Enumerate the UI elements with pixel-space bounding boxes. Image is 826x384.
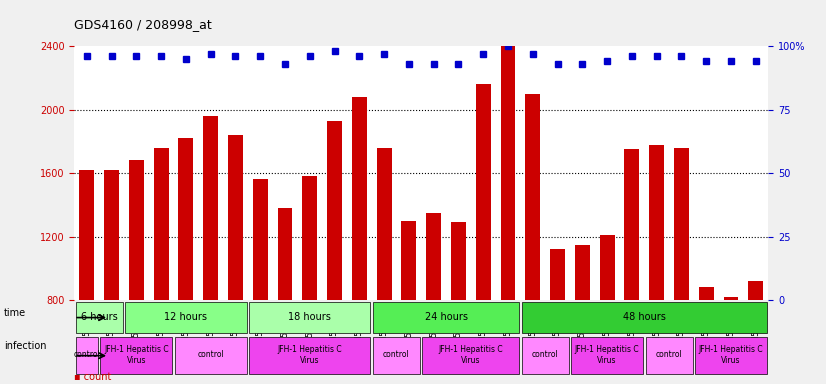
FancyBboxPatch shape bbox=[373, 302, 520, 333]
Text: control: control bbox=[74, 350, 100, 359]
Text: control: control bbox=[383, 350, 410, 359]
Text: control: control bbox=[532, 350, 558, 359]
Text: JFH-1 Hepatitis C
Virus: JFH-1 Hepatitis C Virus bbox=[439, 345, 503, 364]
Bar bbox=[624, 149, 639, 384]
Bar bbox=[525, 94, 540, 384]
FancyBboxPatch shape bbox=[249, 302, 370, 333]
Text: JFH-1 Hepatitis C
Virus: JFH-1 Hepatitis C Virus bbox=[104, 345, 169, 364]
Bar bbox=[476, 84, 491, 384]
Bar bbox=[724, 297, 738, 384]
FancyBboxPatch shape bbox=[695, 337, 767, 374]
Text: 48 hours: 48 hours bbox=[623, 312, 666, 322]
Bar bbox=[104, 170, 119, 384]
Bar bbox=[278, 208, 292, 384]
Text: control: control bbox=[197, 350, 224, 359]
Text: control: control bbox=[656, 350, 682, 359]
Bar bbox=[426, 213, 441, 384]
Bar bbox=[129, 161, 144, 384]
FancyBboxPatch shape bbox=[76, 337, 98, 374]
FancyBboxPatch shape bbox=[175, 337, 247, 374]
Bar bbox=[401, 221, 416, 384]
Bar bbox=[377, 148, 392, 384]
Bar bbox=[600, 235, 615, 384]
Bar bbox=[649, 144, 664, 384]
Bar bbox=[550, 249, 565, 384]
Text: JFH-1 Hepatitis C
Virus: JFH-1 Hepatitis C Virus bbox=[278, 345, 342, 364]
FancyBboxPatch shape bbox=[646, 337, 692, 374]
FancyBboxPatch shape bbox=[373, 337, 420, 374]
Bar bbox=[79, 170, 94, 384]
FancyBboxPatch shape bbox=[126, 302, 247, 333]
Bar bbox=[501, 40, 515, 384]
Bar bbox=[253, 179, 268, 384]
Bar bbox=[154, 148, 169, 384]
Bar bbox=[178, 138, 193, 384]
Bar bbox=[699, 287, 714, 384]
Text: time: time bbox=[4, 308, 26, 318]
Text: 6 hours: 6 hours bbox=[81, 312, 117, 322]
Bar bbox=[228, 135, 243, 384]
Bar bbox=[451, 222, 466, 384]
Text: 12 hours: 12 hours bbox=[164, 312, 207, 322]
FancyBboxPatch shape bbox=[76, 302, 123, 333]
Bar bbox=[203, 116, 218, 384]
Text: ▪ count: ▪ count bbox=[74, 372, 112, 382]
Text: 18 hours: 18 hours bbox=[288, 312, 331, 322]
FancyBboxPatch shape bbox=[572, 337, 643, 374]
Bar bbox=[352, 97, 367, 384]
Bar bbox=[302, 176, 317, 384]
FancyBboxPatch shape bbox=[101, 337, 173, 374]
Bar bbox=[575, 245, 590, 384]
Text: JFH-1 Hepatitis C
Virus: JFH-1 Hepatitis C Virus bbox=[699, 345, 763, 364]
Text: GDS4160 / 208998_at: GDS4160 / 208998_at bbox=[74, 18, 212, 31]
FancyBboxPatch shape bbox=[522, 302, 767, 333]
Text: 24 hours: 24 hours bbox=[425, 312, 468, 322]
FancyBboxPatch shape bbox=[423, 337, 519, 374]
FancyBboxPatch shape bbox=[522, 337, 569, 374]
Text: infection: infection bbox=[4, 341, 46, 351]
FancyBboxPatch shape bbox=[249, 337, 370, 374]
Text: JFH-1 Hepatitis C
Virus: JFH-1 Hepatitis C Virus bbox=[575, 345, 639, 364]
Bar bbox=[327, 121, 342, 384]
Bar bbox=[674, 148, 689, 384]
Bar bbox=[748, 281, 763, 384]
